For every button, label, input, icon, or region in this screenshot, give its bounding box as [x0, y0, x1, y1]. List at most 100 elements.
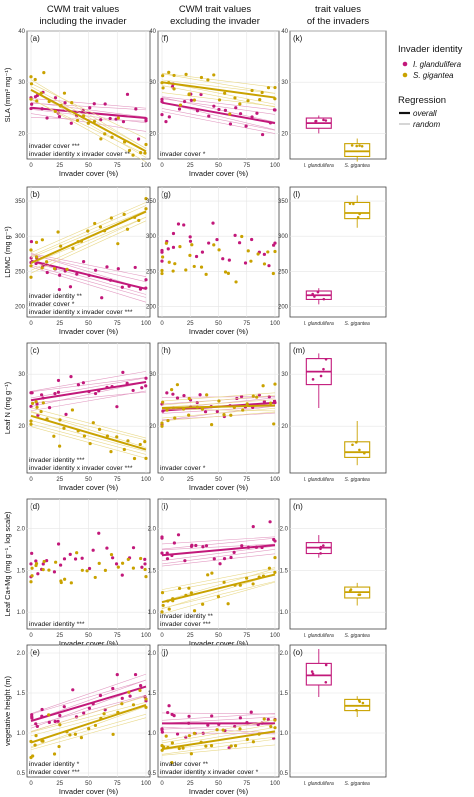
data-point-glandulifera [99, 118, 103, 122]
panel-letter: (h) [161, 346, 171, 355]
data-point-gigantea [226, 271, 230, 275]
significance-annotation: invader identity x invader cover *** [29, 309, 133, 316]
data-point-glandulifera [81, 381, 85, 385]
y-tick-label: 1.5 [148, 568, 157, 574]
data-point-gigantea [30, 574, 34, 578]
box-point-glandulifera [311, 378, 315, 381]
data-point-gigantea [170, 761, 174, 765]
y-axis-title: SLA (mm² mg⁻¹) [3, 67, 12, 122]
data-point-gigantea [29, 580, 33, 584]
data-point-gigantea [238, 727, 242, 731]
data-point-glandulifera [262, 399, 266, 404]
legend-regression-title: Regression [398, 95, 446, 106]
x-tick-label: 100 [270, 781, 281, 787]
significance-annotation: invader cover * [160, 465, 206, 472]
data-point-gigantea [93, 221, 97, 226]
box-point-glandulifera [314, 119, 318, 123]
data-point-gigantea [272, 422, 276, 426]
data-point-gigantea [88, 441, 92, 446]
data-point-gigantea [144, 574, 148, 579]
data-point-glandulifera [57, 115, 62, 119]
y-axis-title: Leaf Ca+Mg (mg g⁻¹, log scale) [3, 511, 12, 617]
significance-annotation: invader cover *** [29, 769, 80, 776]
data-point-glandulifera [30, 391, 34, 395]
data-point-glandulifera [221, 257, 225, 261]
data-point-glandulifera [143, 557, 147, 561]
data-point-glandulifera [105, 546, 109, 550]
data-point-glandulifera [53, 391, 57, 396]
data-point-glandulifera [212, 557, 216, 561]
data-point-gigantea [91, 421, 95, 425]
data-point-gigantea [172, 73, 176, 78]
panels: 20 30 40 (a) 0 25 50 75 100 Invader cover (%) SLA … [3, 29, 387, 796]
data-point-glandulifera [167, 115, 171, 119]
data-point-gigantea [138, 688, 142, 693]
data-point-gigantea [215, 728, 219, 732]
data-point-glandulifera [140, 565, 144, 569]
data-point-gigantea [161, 255, 165, 259]
data-point-gigantea [177, 586, 182, 591]
data-point-glandulifera [133, 672, 138, 677]
x-axis-title: Invader cover (%) [189, 169, 249, 178]
random-regression-line-gigantea [30, 210, 147, 258]
overall-regression-line-glandulifera [30, 106, 147, 120]
y-tick-label: 2.0 [148, 651, 157, 657]
x-tick-label: 50 [85, 477, 92, 483]
data-point-glandulifera [136, 137, 141, 141]
data-point-glandulifera [82, 259, 86, 264]
random-regression-line-glandulifera [161, 108, 276, 131]
data-point-gigantea [75, 551, 79, 555]
data-point-gigantea [143, 440, 147, 444]
random-regression-line-glandulifera [30, 679, 147, 715]
x-axis-title: Invader cover (%) [59, 639, 119, 648]
panel-i: 1.0 1.5 2.0 (i) 0 25 50 75 100 Invader cover (%) i… [148, 498, 281, 648]
random-regression-line-glandulifera [161, 553, 276, 567]
data-point-gigantea [57, 744, 61, 749]
data-point-gigantea [35, 405, 39, 409]
column-title-2-line-1: CWM trait values [179, 4, 252, 15]
data-point-glandulifera [198, 393, 202, 397]
data-point-gigantea [187, 586, 191, 590]
data-point-gigantea [201, 602, 205, 606]
data-point-gigantea [80, 568, 84, 572]
random-regression-line-glandulifera [161, 712, 276, 715]
data-point-gigantea [82, 434, 87, 438]
data-point-glandulifera [250, 237, 254, 242]
data-point-gigantea [115, 435, 119, 439]
box-point-gigantea [360, 144, 364, 148]
box-point-glandulifera [319, 545, 323, 549]
data-point-gigantea [255, 395, 259, 399]
x-tick-label: 0 [29, 477, 33, 483]
category-label: I. glandulifera [304, 781, 334, 787]
data-point-glandulifera [58, 273, 62, 277]
data-point-gigantea [261, 384, 265, 388]
data-point-gigantea [190, 243, 194, 247]
data-point-glandulifera [165, 391, 169, 395]
data-point-gigantea [262, 262, 267, 266]
data-point-gigantea [173, 262, 177, 266]
random-regression-line-glandulifera [30, 371, 147, 392]
category-label: I. glandulifera [304, 163, 334, 169]
data-point-glandulifera [98, 693, 103, 698]
data-point-gigantea [33, 77, 37, 82]
data-point-gigantea [260, 90, 264, 95]
data-point-gigantea [40, 238, 44, 242]
data-point-glandulifera [189, 544, 194, 548]
data-point-glandulifera [164, 120, 168, 124]
data-point-glandulifera [267, 264, 271, 268]
data-point-glandulifera [203, 410, 208, 414]
data-point-gigantea [216, 595, 221, 599]
data-point-gigantea [34, 734, 38, 738]
x-tick-label: 50 [215, 321, 222, 327]
data-point-gigantea [93, 723, 98, 728]
random-regression-line-gigantea [30, 99, 147, 155]
random-regression-line-glandulifera [30, 253, 147, 278]
data-point-gigantea [73, 732, 78, 736]
data-point-gigantea [58, 418, 62, 422]
data-point-glandulifera [58, 713, 62, 718]
data-point-glandulifera [189, 98, 194, 102]
data-point-gigantea [52, 752, 57, 756]
panel-frame [289, 342, 387, 474]
significance-annotation: invader cover ** [160, 761, 208, 768]
data-point-glandulifera [105, 265, 109, 269]
